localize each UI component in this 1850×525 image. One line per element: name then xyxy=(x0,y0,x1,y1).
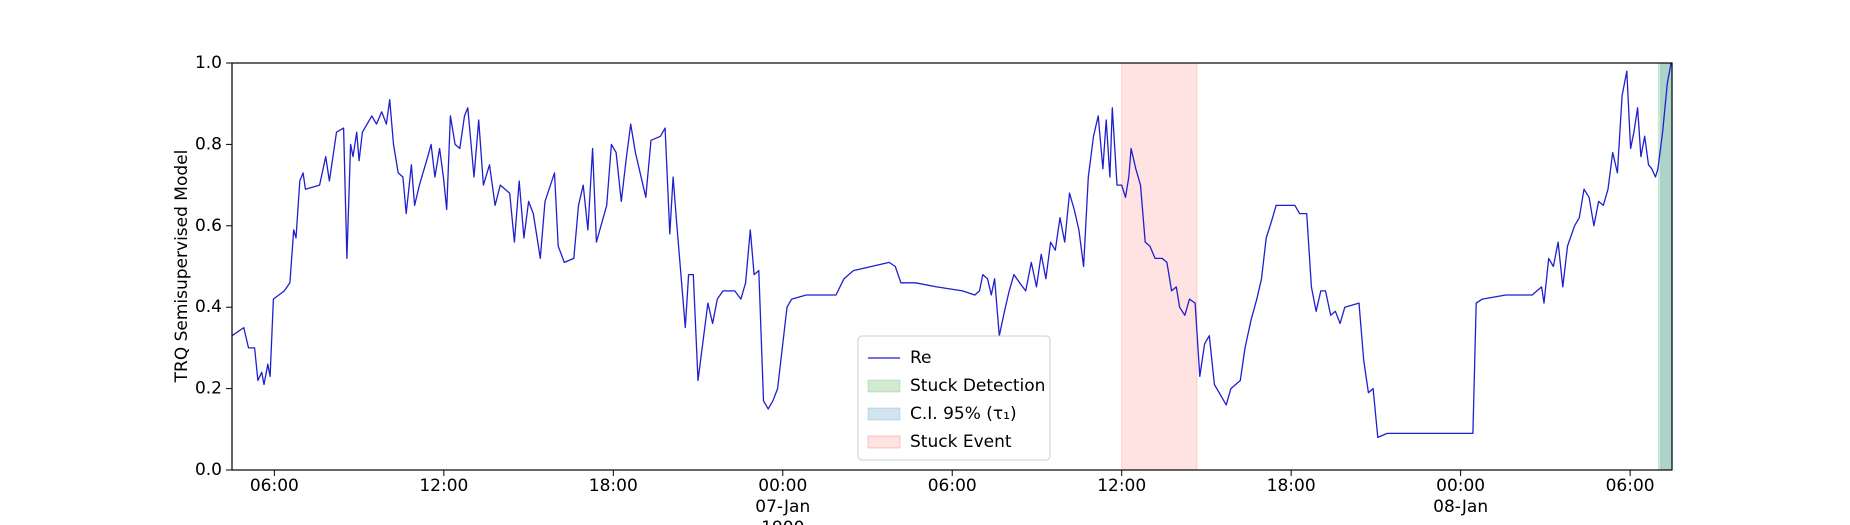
x-tick-label-line: 12:00 xyxy=(419,476,468,496)
x-tick-label: 06:00 xyxy=(928,476,977,496)
plot-frame xyxy=(231,62,1673,471)
span xyxy=(1660,62,1673,471)
legend-swatch xyxy=(867,379,901,393)
y-axis-label: TRQ Semisupervised Model xyxy=(172,150,192,384)
legend-swatch xyxy=(867,435,901,449)
x-tick-label-line: 06:00 xyxy=(250,476,299,496)
y-tick-label: 1.0 xyxy=(195,53,222,73)
legend-label: C.I. 95% (τ₁) xyxy=(910,404,1017,424)
x-tick-label: 00:00 08-Jan xyxy=(1433,476,1488,517)
x-tick-label-line: 12:00 xyxy=(1097,476,1146,496)
y-tick-label: 0.4 xyxy=(195,297,222,317)
y-tick-label: 0.2 xyxy=(195,379,222,399)
x-tick-label-line: 06:00 xyxy=(1606,476,1655,496)
x-tick-label-line: 06:00 xyxy=(928,476,977,496)
x-tick-label-line: 1900 xyxy=(761,518,804,525)
x-tick-label-line: 08-Jan xyxy=(1433,497,1488,517)
x-tick-label: 18:00 xyxy=(589,476,638,496)
y-tick-label: 0.8 xyxy=(195,134,222,154)
x-tick-label: 06:00 xyxy=(250,476,299,496)
x-tick-label-line: 07-Jan xyxy=(755,497,810,517)
x-tick-label-line: 00:00 xyxy=(1436,476,1485,496)
x-tick-label-line: 00:00 xyxy=(758,476,807,496)
legend-box xyxy=(857,335,1051,461)
x-tick-label: 18:00 xyxy=(1267,476,1316,496)
x-tick-label: 06:00 xyxy=(1606,476,1655,496)
legend-label: Stuck Detection xyxy=(910,376,1045,396)
span xyxy=(1121,62,1198,471)
legend-label: Stuck Event xyxy=(910,432,1012,452)
y-tick-label: 0.0 xyxy=(195,460,222,480)
data-line xyxy=(231,62,1672,439)
y-tick-label: 0.6 xyxy=(195,216,222,236)
x-tick-label: 12:00 xyxy=(419,476,468,496)
legend-label: Re xyxy=(910,348,932,368)
legend-swatch xyxy=(867,407,901,421)
x-tick-label-line: 18:00 xyxy=(1267,476,1316,496)
x-tick-label: 12:00 xyxy=(1097,476,1146,496)
x-tick-label-line: 18:00 xyxy=(589,476,638,496)
